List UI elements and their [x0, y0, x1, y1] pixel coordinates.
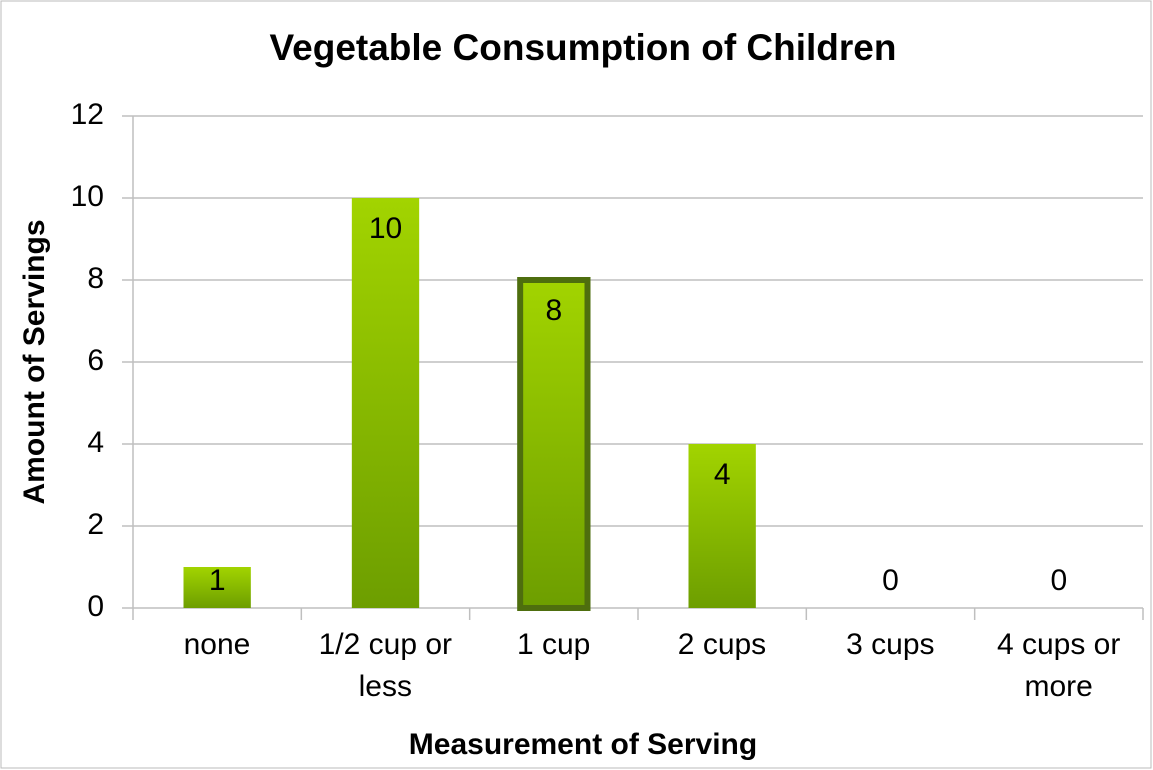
x-tick-label: 2 cups [677, 628, 767, 661]
x-axis-title: Measurement of Serving [409, 728, 757, 761]
data-label: 0 [882, 564, 899, 597]
x-tick-label: 3 cups [846, 628, 935, 661]
x-tick-label: 1/2 cup or less [318, 628, 453, 703]
y-axis-title: Amount of Servings [18, 219, 51, 504]
chart-title: Vegetable Consumption of Children [270, 27, 897, 68]
bar [351, 198, 420, 608]
y-tick-label: 2 [87, 508, 104, 541]
data-label: 0 [1050, 564, 1067, 597]
y-tick-label: 8 [87, 262, 104, 295]
bar [183, 567, 251, 608]
y-tick-label: 6 [87, 344, 104, 377]
x-tick-label: 4 cups or more [996, 628, 1121, 703]
y-tick-label: 4 [87, 426, 104, 459]
data-label: 8 [545, 294, 562, 327]
y-tick-label: 0 [87, 590, 104, 623]
x-tick-label: none [183, 628, 251, 661]
data-label: 1 [209, 564, 226, 597]
x-tick-label: 1 cup [516, 628, 591, 661]
y-tick-label: 12 [71, 98, 104, 131]
data-label: 10 [369, 212, 402, 245]
bar [517, 277, 591, 611]
data-label: 4 [714, 458, 731, 491]
bar [688, 444, 756, 608]
y-tick-label: 10 [71, 180, 104, 213]
